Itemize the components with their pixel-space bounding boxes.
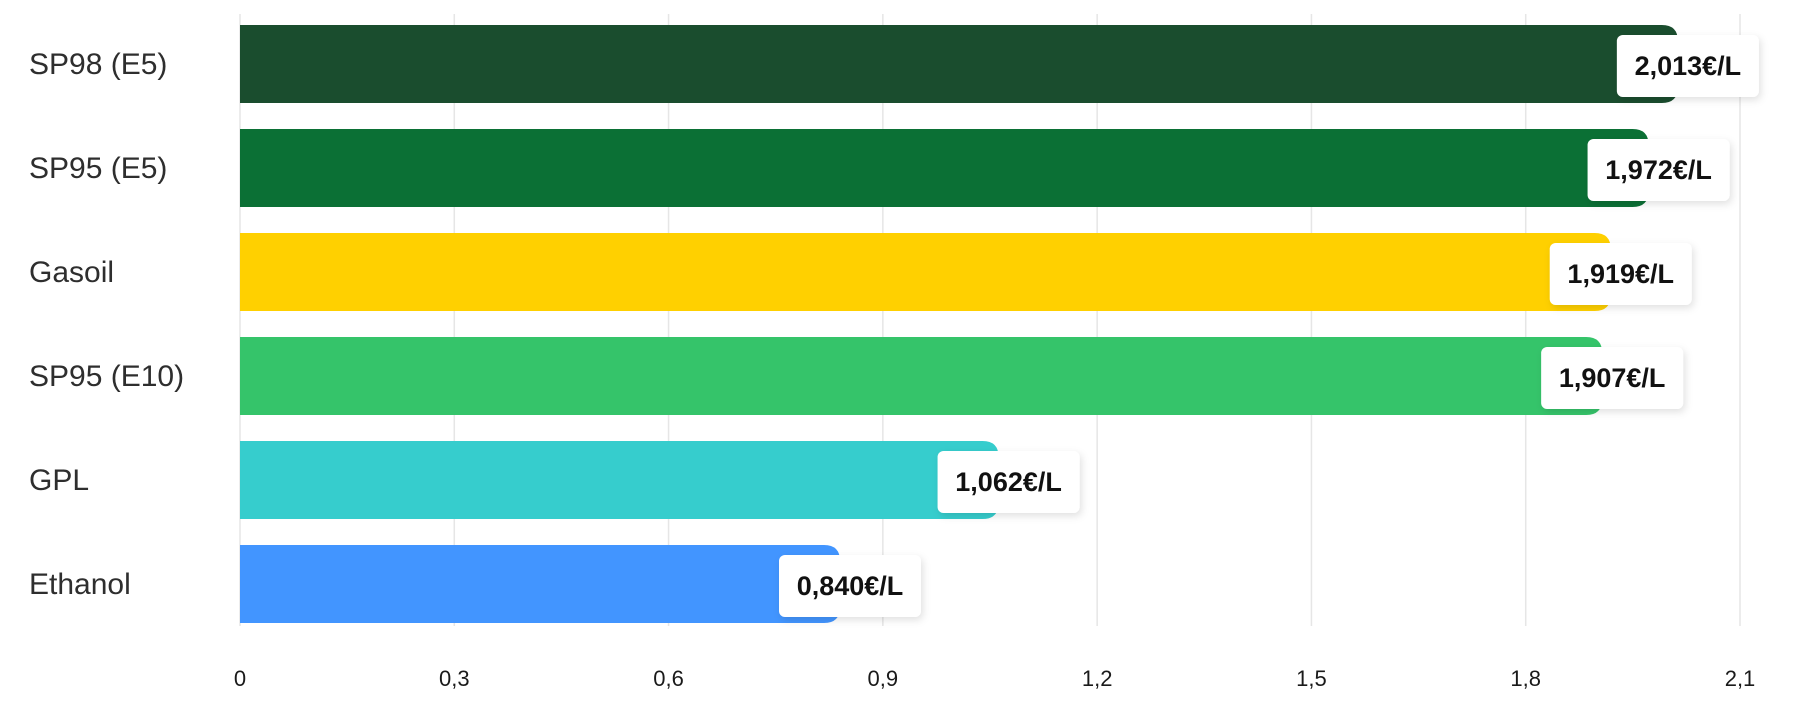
category-labels: SP98 (E5) SP95 (E5) Gasoil SP95 (E10) GPL Eth… <box>29 48 184 601</box>
bar-5 <box>240 545 840 623</box>
bar-4 <box>240 441 999 519</box>
bar-1 <box>240 129 1649 207</box>
value-label-box-0 <box>1616 35 1759 97</box>
category-label-3: SP95 (E10) <box>29 360 184 393</box>
bar-3 <box>240 337 1603 415</box>
value-label-5: 0,840€/L <box>797 571 904 601</box>
bar-0 <box>240 25 1678 103</box>
category-label-2: Gasoil <box>29 256 114 289</box>
value-label-box-1 <box>1587 139 1730 201</box>
category-label-1: SP95 (E5) <box>29 152 167 185</box>
category-label-4: GPL <box>29 464 89 497</box>
value-label-box-4 <box>937 451 1080 513</box>
bars <box>240 25 1678 623</box>
x-tick-label-1: 0,3 <box>439 666 470 691</box>
x-tick-label-5: 1,5 <box>1296 666 1327 691</box>
value-label-3: 1,907€/L <box>1559 363 1666 393</box>
value-label-4: 1,062€/L <box>955 467 1062 497</box>
value-labels: 2,013€/L 1,972€/L 1,919€/L 1,907€/L 1,062€/L… <box>779 35 1759 617</box>
x-tick-label-7: 2,1 <box>1725 666 1756 691</box>
category-label-0: SP98 (E5) <box>29 48 167 81</box>
value-label-2: 1,919€/L <box>1567 259 1674 289</box>
bar-2 <box>240 233 1611 311</box>
category-label-5: Ethanol <box>29 568 131 601</box>
value-label-box-2 <box>1549 243 1692 305</box>
value-label-0: 2,013€/L <box>1635 51 1742 81</box>
value-label-box-5 <box>779 555 921 617</box>
x-tick-label-3: 0,9 <box>868 666 899 691</box>
value-label-1: 1,972€/L <box>1605 155 1712 185</box>
x-tick-label-2: 0,6 <box>653 666 684 691</box>
value-label-box-3 <box>1541 347 1684 409</box>
x-tick-label-4: 1,2 <box>1082 666 1113 691</box>
x-axis-tick-labels: 0 0,3 0,6 0,9 1,2 1,5 1,8 2,1 <box>234 666 1755 691</box>
gridlines <box>239 14 1741 626</box>
x-tick-label-0: 0 <box>234 666 246 691</box>
x-tick-label-6: 1,8 <box>1510 666 1541 691</box>
